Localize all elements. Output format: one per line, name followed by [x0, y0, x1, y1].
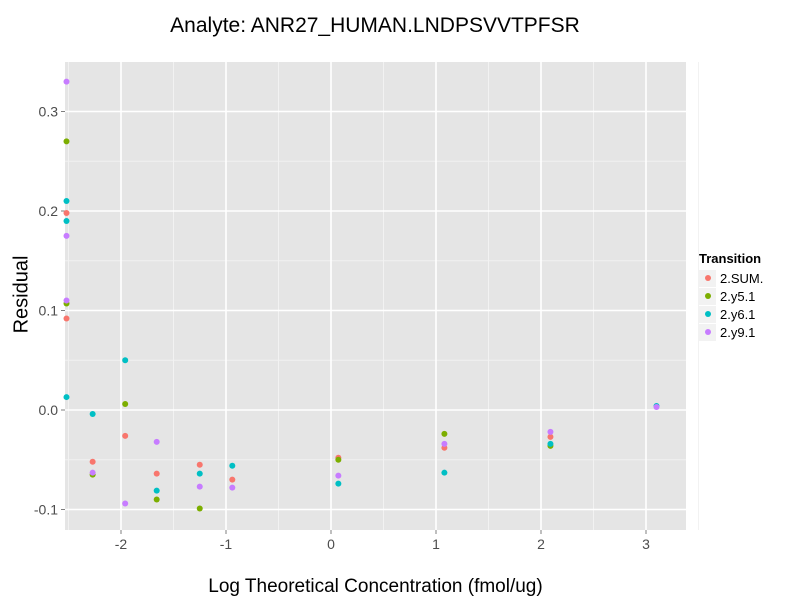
legend-item-sum: 2.SUM. [699, 269, 763, 287]
legend-key [699, 305, 716, 323]
legend-key [699, 287, 716, 305]
legend-item-y9: 2.y9.1 [699, 323, 763, 341]
svg-text:0.2: 0.2 [39, 203, 59, 219]
legend-key [699, 323, 716, 341]
svg-text:3: 3 [642, 536, 650, 552]
data-points [63, 78, 660, 512]
legend-key [699, 269, 716, 287]
legend: Transition 2.SUM. 2.y5.1 2.y6.1 2.y9.1 [699, 251, 763, 341]
minor-gridlines [65, 62, 699, 530]
svg-text:-1: -1 [220, 536, 233, 552]
plot-panel [65, 62, 686, 530]
legend-label: 2.y9.1 [720, 324, 756, 340]
legend-item-y5: 2.y5.1 [699, 287, 763, 305]
svg-text:0: 0 [327, 536, 335, 552]
dot-icon [704, 275, 711, 281]
svg-text:0.3: 0.3 [39, 104, 59, 120]
x-axis-label: Log Theoretical Concentration (fmol/ug) [208, 576, 543, 597]
svg-text:-2: -2 [115, 536, 128, 552]
dot-icon [704, 329, 711, 335]
legend-item-y6: 2.y6.1 [699, 305, 763, 323]
dot-icon [704, 311, 711, 317]
svg-text:1: 1 [432, 536, 440, 552]
dot-icon [704, 293, 711, 299]
chart-title: Analyte: ANR27_HUMAN.LNDPSVVTPFSR [170, 14, 580, 37]
svg-text:2: 2 [537, 536, 545, 552]
axis-ticks: -2 -1 0 1 2 3 -0.1 0.0 0.1 0.2 0.3 [34, 104, 650, 553]
legend-label: 2.SUM. [720, 270, 764, 286]
svg-text:0.1: 0.1 [39, 303, 59, 319]
legend-label: 2.y6.1 [720, 306, 756, 322]
svg-text:-0.1: -0.1 [34, 502, 58, 518]
legend-title: Transition [699, 251, 762, 266]
svg-text:0.0: 0.0 [39, 402, 59, 418]
legend-label: 2.y5.1 [720, 288, 756, 304]
major-gridlines [65, 62, 686, 530]
